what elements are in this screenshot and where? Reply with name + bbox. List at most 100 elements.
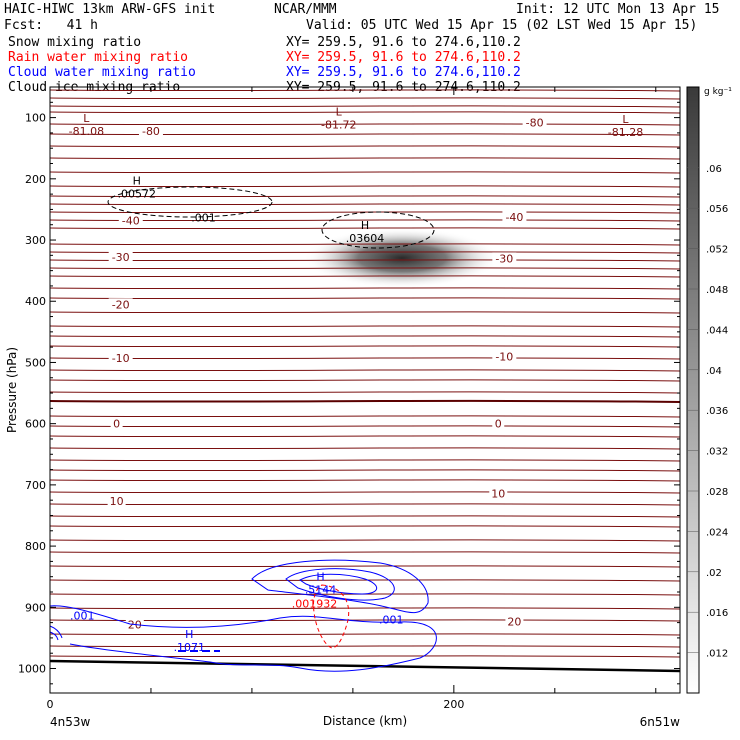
plot-frame: [49, 86, 681, 694]
isotherm-label: -10: [495, 350, 513, 363]
y-tick-label: 500: [25, 356, 46, 369]
y-tick-label: 400: [25, 295, 46, 308]
isotherm-line: [49, 335, 681, 338]
colorbar-tick-label: .036: [706, 406, 728, 417]
isotherm-line: [49, 251, 681, 254]
colorbar-tick-label: .012: [706, 649, 728, 660]
isotherm-label: 0: [495, 418, 502, 431]
isotherm-line: [49, 459, 681, 462]
isotherm-line: [49, 105, 681, 108]
forecast-hour: Fcst: 41 h: [4, 18, 98, 33]
isotherm-line: [49, 97, 681, 100]
isotherm-label: -30: [112, 251, 130, 264]
isotherm-line: [49, 379, 681, 382]
colorbar-tick-label: .016: [706, 608, 728, 619]
isotherm-label: 10: [491, 487, 505, 500]
isotherm-line: [49, 111, 681, 114]
high-marker: H: [361, 219, 369, 232]
isotherm-line: [49, 525, 681, 528]
cloud-water-contour: [49, 631, 59, 641]
isotherm-line: [49, 447, 681, 450]
isotherm-line: [49, 171, 681, 174]
high-value: .001932: [292, 597, 338, 610]
colorbar: [686, 86, 700, 694]
isotherm-line: [49, 539, 681, 542]
isotherm-label: -20: [112, 298, 130, 311]
cloud-water-contour: [49, 605, 437, 672]
isotherm-line: [49, 185, 681, 188]
isotherm-line: [49, 227, 681, 230]
y-tick-label: 1000: [18, 663, 46, 676]
isotherm-zero-line: [49, 399, 681, 403]
low-value: -81.72: [321, 119, 356, 132]
low-marker: L: [622, 113, 629, 126]
contour-label: .001: [70, 609, 95, 622]
isotherm-line: [49, 369, 681, 372]
isotherm-line: [49, 259, 681, 262]
isotherm-label: -40: [122, 214, 140, 227]
cloud-ice-contour: [321, 211, 435, 249]
y-tick-label: 600: [25, 418, 46, 431]
high-marker: H: [316, 570, 324, 583]
x-end-label-right: 6n51w: [640, 715, 681, 729]
cloud-ice-contour: [107, 186, 273, 218]
isotherm-line: [49, 491, 681, 494]
field-xy-snow: XY= 259.5, 91.6 to 274.6,110.2: [286, 35, 521, 50]
cloud-water-contour: [285, 568, 395, 601]
y-tick-label: 100: [25, 112, 46, 125]
isotherm-line: [49, 211, 681, 214]
isotherm-line: [49, 435, 681, 438]
high-marker: H: [133, 174, 141, 187]
isotherm-line: [49, 479, 681, 482]
colorbar-tick-label: .04: [706, 366, 722, 377]
x-end-label-left: 4n53w: [50, 715, 91, 729]
low-value: -81.28: [608, 126, 643, 139]
isotherm-line: [49, 157, 681, 160]
isotherm-line: [49, 503, 681, 506]
isotherm-label: 20: [507, 615, 521, 628]
ice-shading-blob: [304, 228, 500, 288]
cloud-water-contour: [299, 573, 378, 595]
colorbar-tick-label: .024: [706, 527, 728, 538]
isotherm-line: [49, 297, 681, 300]
isotherm-label: -10: [112, 352, 130, 365]
x-tick-label: 200: [443, 698, 464, 711]
colorbar-tick-label: .02: [706, 568, 722, 579]
init-time: Init: 12 UTC Mon 13 Apr 15: [516, 2, 720, 17]
org-label: NCAR/MMM: [274, 2, 337, 17]
isotherm-label: -40: [505, 211, 523, 224]
field-name-cloud-water: Cloud water mixing ratio: [8, 65, 196, 80]
isotherm-label: 10: [110, 495, 124, 508]
valid-time: Valid: 05 UTC Wed 15 Apr 15 (02 LST Wed …: [306, 18, 698, 33]
isotherm-line: [49, 195, 681, 198]
isotherm-line: [49, 425, 681, 428]
low-value: -81.08: [69, 125, 104, 138]
field-name-rain: Rain water mixing ratio: [8, 50, 189, 65]
isotherm-line: [49, 645, 681, 648]
y-tick-label: 700: [25, 479, 46, 492]
isotherm-line: [49, 243, 681, 246]
isotherm-line: [49, 89, 681, 92]
isotherm-label: -80: [526, 117, 544, 130]
isotherm-line: [49, 391, 681, 394]
high-marker: H: [185, 628, 193, 641]
title-left: HAIC-HIWC 13km ARW-GFS init: [4, 2, 216, 17]
isotherm-line: [49, 123, 681, 126]
y-axis-label: Pressure (hPa): [5, 347, 19, 433]
isotherm-line: [49, 287, 681, 290]
isotherm-line: [49, 655, 681, 658]
y-tick-label: 800: [25, 540, 46, 553]
isotherm-line: [49, 275, 681, 278]
isotherm-line: [49, 515, 681, 518]
cloud-water-contour: [251, 559, 429, 614]
y-tick-label: 200: [25, 173, 46, 186]
field-xy-rain: XY= 259.5, 91.6 to 274.6,110.2: [286, 50, 521, 65]
colorbar-tick-label: .048: [706, 285, 728, 296]
isotherm-line: [49, 345, 681, 348]
isotherm-line: [49, 267, 681, 270]
field-xy-cloud-water: XY= 259.5, 91.6 to 274.6,110.2: [286, 65, 521, 80]
isotherm-line: [49, 607, 681, 610]
isotherm-line: [49, 633, 681, 636]
isotherm-line: [49, 579, 681, 582]
